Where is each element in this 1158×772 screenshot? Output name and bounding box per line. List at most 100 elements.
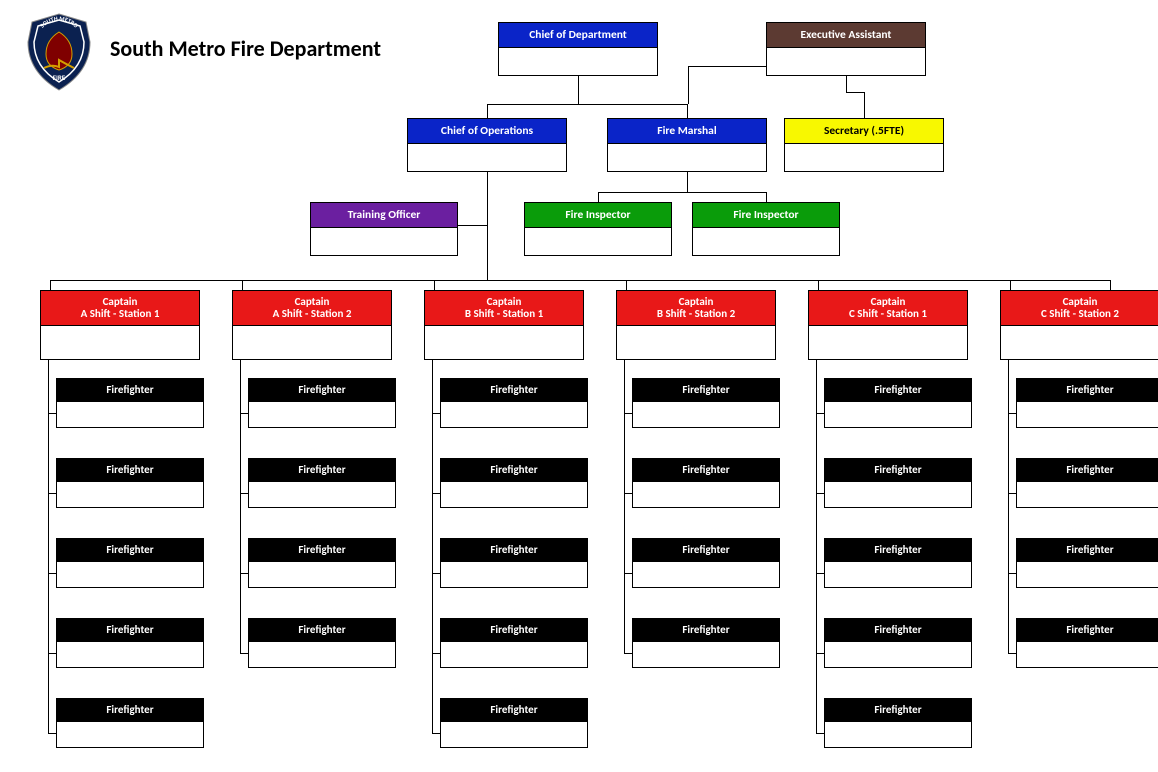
- connector-line: [816, 413, 824, 414]
- node-exec-header: Executive Assistant: [767, 23, 925, 47]
- node-chief: Chief of Department: [498, 22, 658, 76]
- firefighter-1-0-body: [249, 401, 395, 427]
- firefighter-0-1-body: [57, 481, 203, 507]
- connector-line: [432, 733, 440, 734]
- firefighter-3-3: Firefighter: [632, 618, 780, 668]
- firefighter-3-2: Firefighter: [632, 538, 780, 588]
- connector-line: [432, 573, 440, 574]
- firefighter-0-2: Firefighter: [56, 538, 204, 588]
- node-chief-header: Chief of Department: [499, 23, 657, 47]
- captain-3-header: CaptainB Shift - Station 2: [617, 291, 775, 325]
- node-marshal: Fire Marshal: [607, 118, 767, 172]
- firefighter-4-4: Firefighter: [824, 698, 972, 748]
- firefighter-5-3-header: Firefighter: [1017, 619, 1158, 641]
- connector-line: [432, 413, 440, 414]
- firefighter-3-1: Firefighter: [632, 458, 780, 508]
- connector-line: [624, 653, 632, 654]
- firefighter-3-1-header: Firefighter: [633, 459, 779, 481]
- connector-line: [240, 413, 248, 414]
- connector-line: [1010, 280, 1011, 290]
- firefighter-1-2-header: Firefighter: [249, 539, 395, 561]
- connector-line: [687, 104, 688, 118]
- firefighter-3-1-body: [633, 481, 779, 507]
- firefighter-5-2-body: [1017, 561, 1158, 587]
- node-insp1-body: [525, 227, 671, 255]
- firefighter-1-2: Firefighter: [248, 538, 396, 588]
- firefighter-5-1-header: Firefighter: [1017, 459, 1158, 481]
- firefighter-3-3-header: Firefighter: [633, 619, 779, 641]
- firefighter-3-2-body: [633, 561, 779, 587]
- firefighter-2-2: Firefighter: [440, 538, 588, 588]
- node-exec-body: [767, 47, 925, 75]
- connector-line: [846, 74, 847, 92]
- firefighter-5-2-header: Firefighter: [1017, 539, 1158, 561]
- connector-line: [598, 192, 766, 193]
- node-secretary-header: Secretary (.5FTE): [785, 119, 943, 143]
- firefighter-2-0-header: Firefighter: [441, 379, 587, 401]
- firefighter-4-1-body: [825, 481, 971, 507]
- captain-0: CaptainA Shift - Station 1: [40, 290, 200, 360]
- firefighter-1-3: Firefighter: [248, 618, 396, 668]
- firefighter-5-3-body: [1017, 641, 1158, 667]
- firefighter-3-0: Firefighter: [632, 378, 780, 428]
- firefighter-2-1-body: [441, 481, 587, 507]
- firefighter-4-0-body: [825, 401, 971, 427]
- captain-5-label: C Shift - Station 2: [1004, 308, 1156, 320]
- connector-line: [48, 493, 56, 494]
- firefighter-4-4-body: [825, 721, 971, 747]
- captain-5-body: [1001, 325, 1158, 359]
- captain-2: CaptainB Shift - Station 1: [424, 290, 584, 360]
- firefighter-4-1: Firefighter: [824, 458, 972, 508]
- captain-3-label: B Shift - Station 2: [620, 308, 772, 320]
- firefighter-2-0-body: [441, 401, 587, 427]
- captain-0-header: CaptainA Shift - Station 1: [41, 291, 199, 325]
- firefighter-0-3: Firefighter: [56, 618, 204, 668]
- firefighter-3-0-header: Firefighter: [633, 379, 779, 401]
- firefighter-0-0-header: Firefighter: [57, 379, 203, 401]
- firefighter-1-1-header: Firefighter: [249, 459, 395, 481]
- firefighter-4-2: Firefighter: [824, 538, 972, 588]
- department-logo: SOUTH METROFIRE: [24, 12, 94, 92]
- firefighter-4-2-body: [825, 561, 971, 587]
- captain-0-body: [41, 325, 199, 359]
- firefighter-5-0: Firefighter: [1016, 378, 1158, 428]
- connector-line: [598, 192, 599, 202]
- captain-1-header: CaptainA Shift - Station 2: [233, 291, 391, 325]
- connector-line: [1110, 280, 1111, 290]
- firefighter-4-0-header: Firefighter: [825, 379, 971, 401]
- node-secretary: Secretary (.5FTE): [784, 118, 944, 172]
- captain-3: CaptainB Shift - Station 2: [616, 290, 776, 360]
- connector-line: [864, 92, 865, 118]
- connector-line: [487, 170, 488, 280]
- firefighter-3-2-header: Firefighter: [633, 539, 779, 561]
- firefighter-4-3: Firefighter: [824, 618, 972, 668]
- firefighter-4-3-header: Firefighter: [825, 619, 971, 641]
- captain-4-label: C Shift - Station 1: [812, 308, 964, 320]
- firefighter-5-0-body: [1017, 401, 1158, 427]
- firefighter-1-3-body: [249, 641, 395, 667]
- firefighter-4-2-header: Firefighter: [825, 539, 971, 561]
- connector-line: [624, 493, 632, 494]
- connector-line: [1008, 493, 1016, 494]
- connector-line: [240, 493, 248, 494]
- node-marshal-header: Fire Marshal: [608, 119, 766, 143]
- firefighter-5-1: Firefighter: [1016, 458, 1158, 508]
- connector-line: [624, 360, 625, 653]
- firefighter-0-1: Firefighter: [56, 458, 204, 508]
- node-ops-body: [408, 143, 566, 171]
- connector-line: [626, 280, 627, 290]
- node-chief-body: [499, 47, 657, 75]
- page-title: South Metro Fire Department: [110, 35, 381, 62]
- node-ops-header: Chief of Operations: [408, 119, 566, 143]
- captain-4-header: CaptainC Shift - Station 1: [809, 291, 967, 325]
- firefighter-3-3-body: [633, 641, 779, 667]
- connector-line: [1008, 360, 1009, 653]
- svg-text:FIRE: FIRE: [53, 73, 66, 82]
- connector-line: [487, 104, 578, 105]
- connector-line: [240, 360, 241, 653]
- firefighter-1-0-header: Firefighter: [249, 379, 395, 401]
- firefighter-4-4-header: Firefighter: [825, 699, 971, 721]
- firefighter-0-2-body: [57, 561, 203, 587]
- connector-line: [50, 280, 51, 290]
- connector-line: [578, 74, 579, 104]
